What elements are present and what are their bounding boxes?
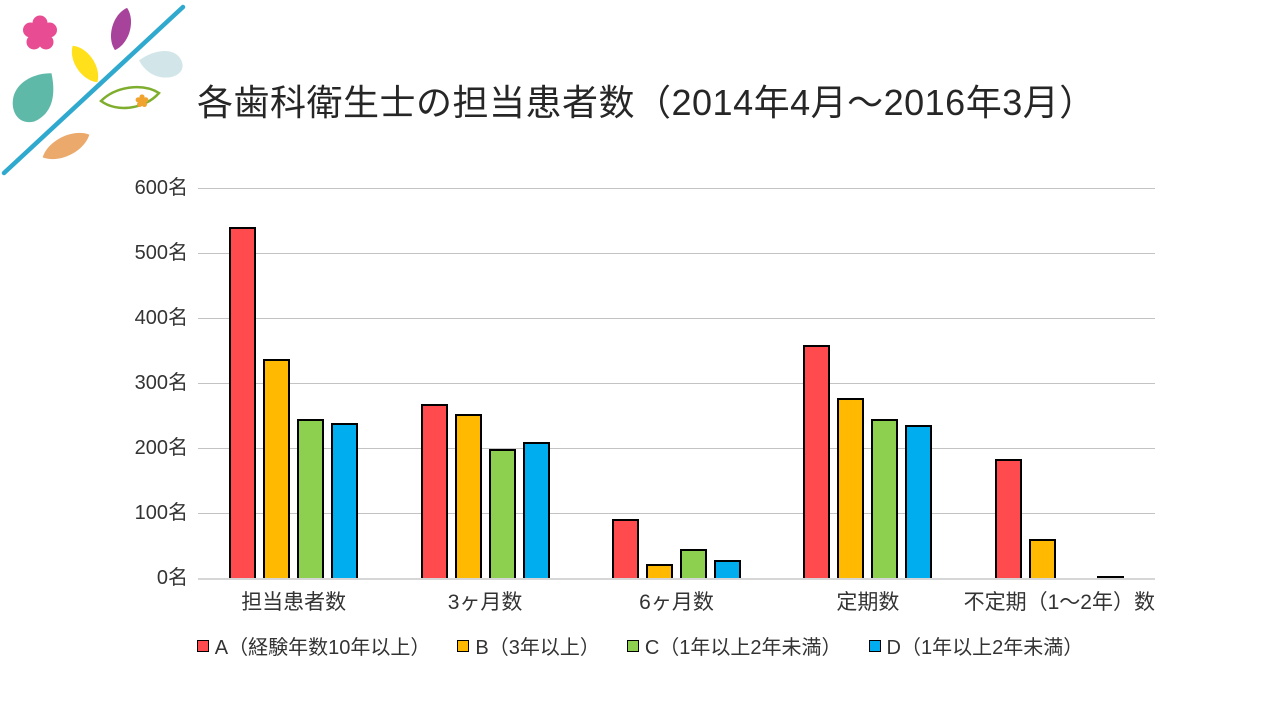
bar-group bbox=[772, 188, 963, 578]
x-axis-category-label: 6ヶ月数 bbox=[639, 591, 714, 614]
bar-group bbox=[198, 188, 389, 578]
bar-series-A-不定期（1～2年）数 bbox=[994, 459, 1022, 578]
bar-series-C-6ヶ月数 bbox=[679, 549, 707, 578]
bar-series-C-担当患者数 bbox=[297, 419, 325, 578]
orange-leaf-icon bbox=[42, 133, 90, 159]
bar-series-D-不定期（1～2年）数 bbox=[1096, 576, 1124, 578]
gridline bbox=[198, 318, 1155, 319]
legend-item-B: B（3年以上） bbox=[457, 631, 600, 660]
bar-series-B-6ヶ月数 bbox=[645, 564, 673, 578]
y-axis-tick-label: 600名 bbox=[134, 177, 188, 199]
lightblue-drop-leaf-icon bbox=[139, 51, 183, 78]
x-axis-line bbox=[198, 578, 1155, 580]
x-axis-category-label: 不定期（1～2年）数 bbox=[963, 591, 1155, 614]
bar-series-D-6ヶ月数 bbox=[713, 560, 741, 578]
x-axis-labels: 担当患者数 3ヶ月数 6ヶ月数 定期数 不定期（1～2年）数 bbox=[198, 586, 1155, 616]
bar-series-B-不定期（1～2年）数 bbox=[1028, 539, 1056, 578]
legend-label: C（1年以上2年未満） bbox=[644, 637, 842, 659]
legend-item-C: C（1年以上2年未満） bbox=[626, 631, 842, 660]
legend-item-A: A（経験年数10年以上） bbox=[196, 631, 431, 660]
bar-series-D-担当患者数 bbox=[331, 423, 359, 578]
bar-series-A-6ヶ月数 bbox=[611, 519, 639, 578]
x-axis-category-label: 3ヶ月数 bbox=[447, 591, 523, 614]
plot-area bbox=[198, 188, 1155, 580]
bar-series-A-担当患者数 bbox=[229, 227, 257, 578]
y-axis-labels: 600名 500名 400名 300名 200名 100名 0名 bbox=[60, 177, 188, 589]
gridline bbox=[198, 383, 1155, 384]
yellow-leaf-icon bbox=[71, 45, 99, 83]
y-axis-tick-label: 0名 bbox=[156, 567, 188, 589]
slide-title: 各歯科衛生士の担当患者数（2014年4月～2016年3月） bbox=[197, 82, 1096, 123]
y-axis-tick-label: 100名 bbox=[134, 502, 188, 524]
x-axis-category-label: 担当患者数 bbox=[241, 591, 347, 614]
bar-series-A-3ヶ月数 bbox=[420, 404, 448, 578]
purple-leaf-icon bbox=[111, 7, 131, 51]
x-axis-category-label: 定期数 bbox=[836, 591, 900, 614]
gridline bbox=[198, 188, 1155, 189]
bar-series-C-3ヶ月数 bbox=[488, 449, 516, 578]
legend-marker-icon bbox=[196, 639, 209, 652]
bar-series-B-3ヶ月数 bbox=[454, 414, 482, 578]
y-axis-tick-label: 400名 bbox=[134, 307, 188, 329]
legend-item-D: D（1年以上2年未満） bbox=[868, 631, 1084, 660]
legend-label: A（経験年数10年以上） bbox=[214, 637, 431, 659]
bar-group bbox=[581, 188, 772, 578]
bar-group bbox=[389, 188, 580, 578]
y-axis-tick-label: 200名 bbox=[134, 437, 188, 459]
small-orange-flower-icon bbox=[135, 94, 149, 107]
y-axis-tick-label: 500名 bbox=[134, 242, 188, 264]
legend-marker-icon bbox=[868, 639, 881, 652]
bar-series-B-担当患者数 bbox=[263, 359, 291, 578]
gridline bbox=[198, 448, 1155, 449]
legend-label: D（1年以上2年未満） bbox=[886, 637, 1084, 659]
bar-series-C-定期数 bbox=[871, 419, 899, 578]
flower-icon bbox=[23, 15, 57, 50]
y-axis-tick-label: 300名 bbox=[134, 372, 188, 394]
teal-drop-leaf-icon bbox=[12, 73, 54, 123]
gridline bbox=[198, 253, 1155, 254]
bar-series-D-定期数 bbox=[905, 425, 933, 578]
outlined-leaf-icon bbox=[99, 86, 161, 110]
legend-marker-icon bbox=[457, 639, 470, 652]
chart-legend: A（経験年数10年以上） B（3年以上） C（1年以上2年未満） D（1年以上2年未満… bbox=[0, 631, 1280, 660]
branch-line-icon bbox=[1, 4, 186, 176]
legend-marker-icon bbox=[626, 639, 639, 652]
legend-label: B（3年以上） bbox=[475, 637, 600, 659]
bar-series-B-定期数 bbox=[837, 398, 865, 578]
bar-series-D-3ヶ月数 bbox=[522, 442, 550, 578]
gridline bbox=[198, 513, 1155, 514]
corner-decoration bbox=[1, 4, 186, 176]
bar-series-A-定期数 bbox=[803, 345, 831, 578]
bar-group bbox=[964, 188, 1155, 578]
